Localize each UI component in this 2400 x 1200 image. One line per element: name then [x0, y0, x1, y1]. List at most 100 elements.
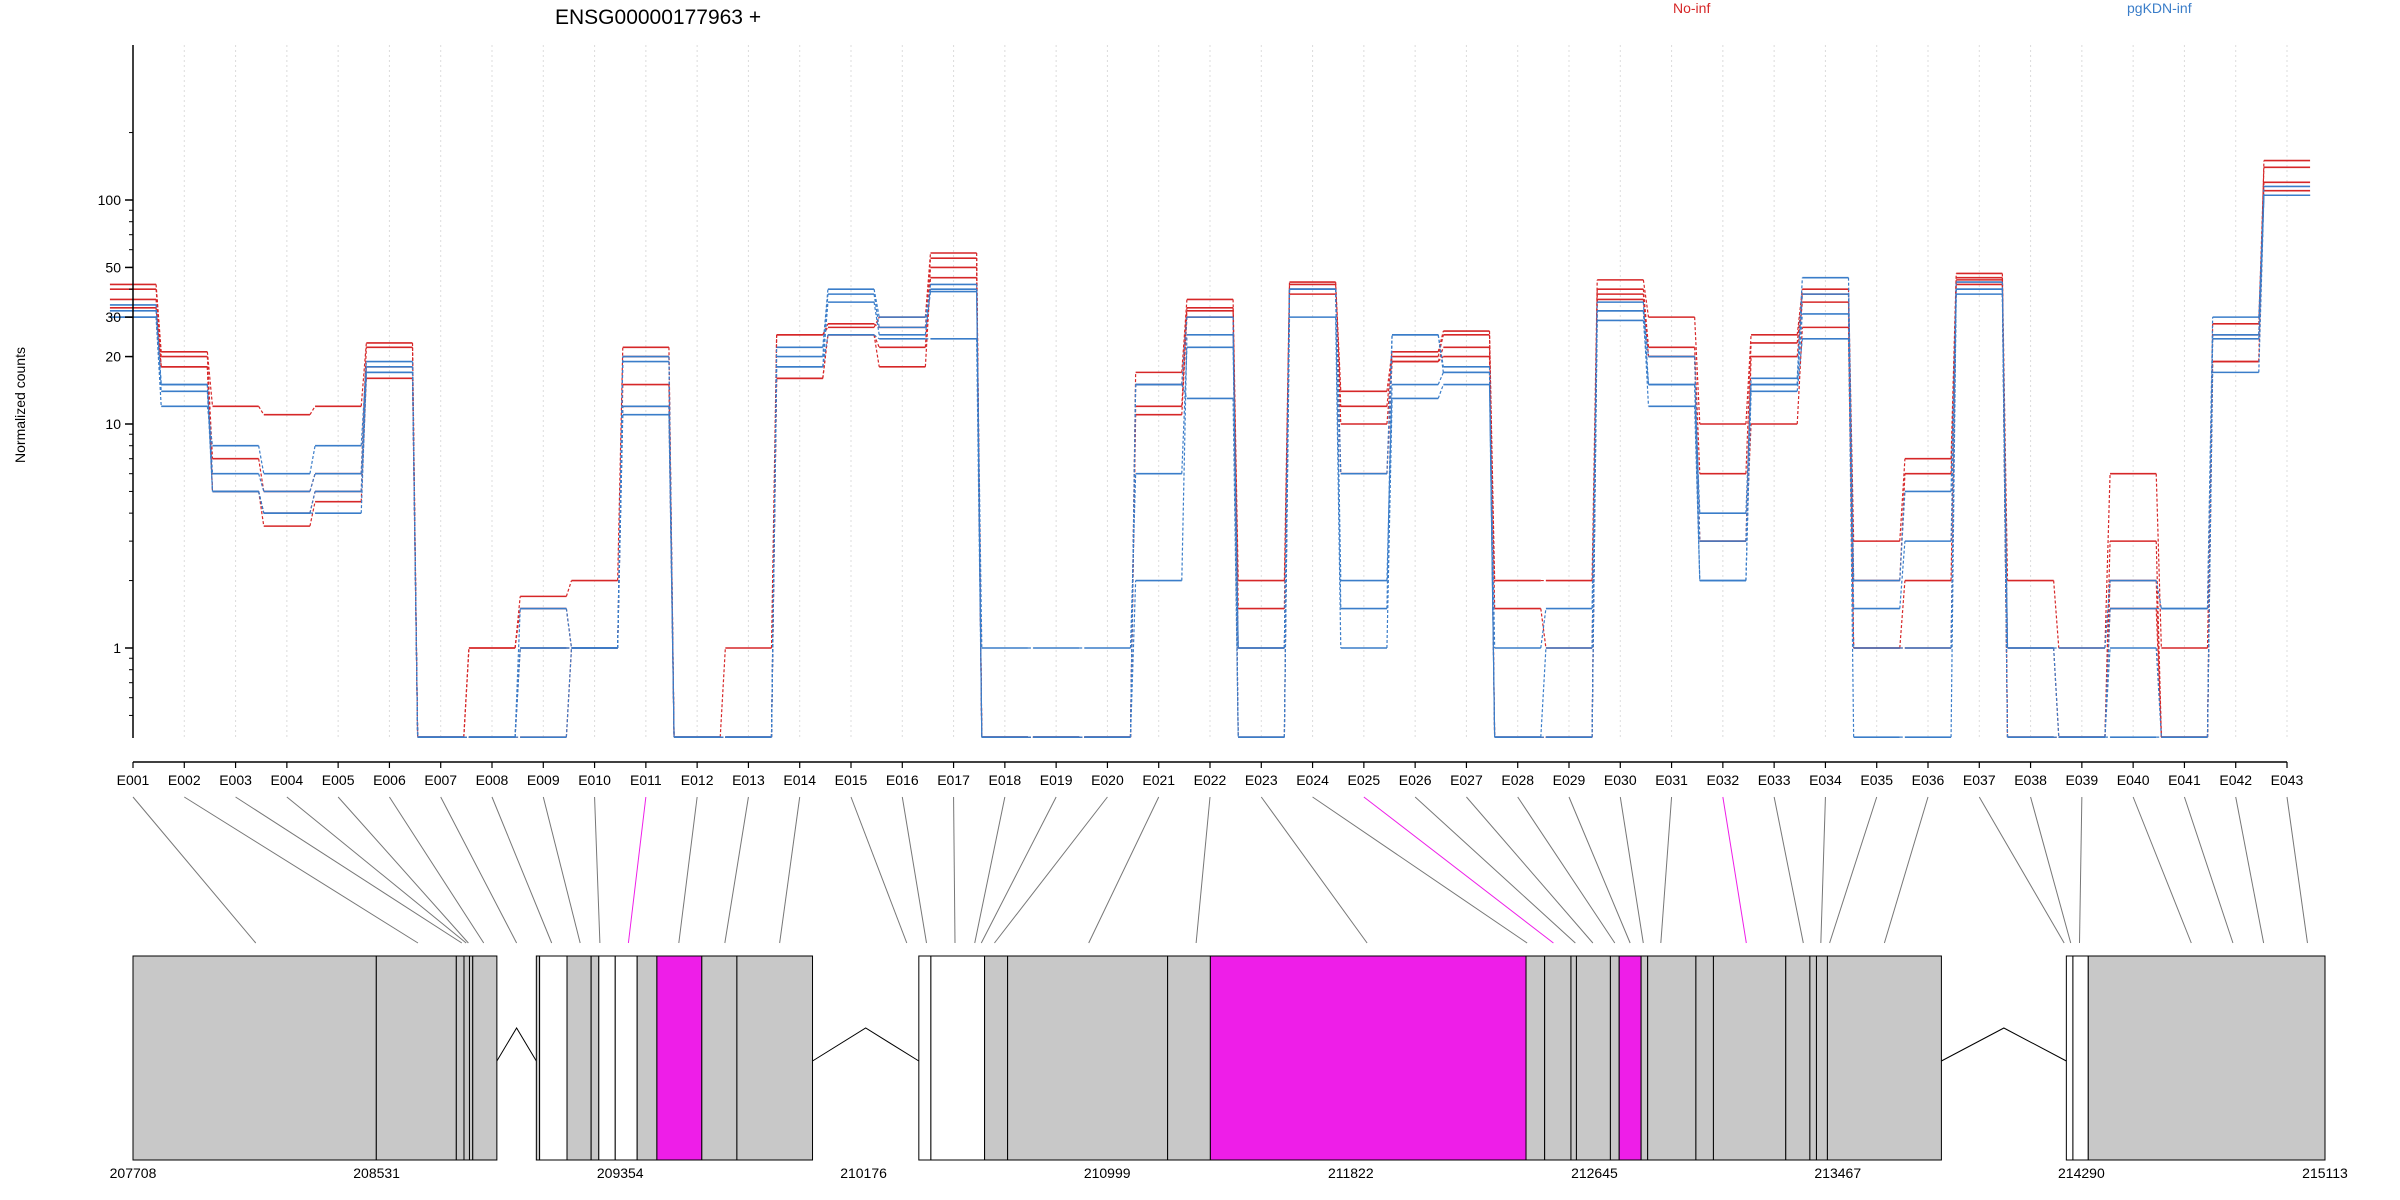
x-tick-label-E020: E020: [1091, 772, 1124, 788]
series-connector: [464, 648, 469, 737]
connector-E040: [2133, 797, 2191, 943]
exon-block: [2066, 956, 2073, 1160]
connector-E036: [1884, 797, 1928, 943]
series-connector: [566, 609, 571, 648]
connector-E037: [1979, 797, 2064, 943]
x-tick-label-E007: E007: [424, 772, 457, 788]
y-tick-label-30: 30: [105, 309, 121, 325]
x-tick-label-E005: E005: [322, 772, 355, 788]
x-tick-label-E022: E022: [1194, 772, 1227, 788]
exon-block: [133, 956, 376, 1160]
x-tick-label-E025: E025: [1348, 772, 1381, 788]
series-connector: [874, 302, 879, 335]
x-tick-label-E035: E035: [1860, 772, 1893, 788]
exon-block: [591, 956, 599, 1160]
connector-E001: [133, 797, 256, 943]
y-tick-label-100: 100: [98, 192, 122, 208]
series-connector: [2105, 581, 2110, 738]
series-connector: [2002, 289, 2007, 737]
coordinate-label: 213467: [1814, 1165, 1861, 1181]
connector-E041: [2184, 797, 2233, 943]
connector-E039: [2079, 797, 2081, 943]
connector-E030: [1620, 797, 1643, 943]
plot-axes: 110203050100E001 E002 E003 E004 E005 E006 E007…: [98, 45, 2304, 788]
exon-block: [657, 956, 702, 1160]
chart-title: ENSG00000177963 +: [555, 6, 761, 29]
exon-block: [637, 956, 657, 1160]
exon-block: [931, 956, 985, 1160]
series-connector: [2054, 581, 2059, 648]
connector-E028: [1518, 797, 1615, 943]
connector-E016: [902, 797, 926, 943]
connector-E014: [780, 797, 800, 943]
series-connector: [566, 648, 571, 737]
x-tick-label-E002: E002: [168, 772, 201, 788]
connector-E012: [679, 797, 697, 943]
coordinate-label: 215113: [2302, 1165, 2348, 1181]
series-connector: [925, 292, 930, 335]
connector-E017: [954, 797, 955, 943]
exon-block: [1786, 956, 1810, 1160]
x-tick-label-E041: E041: [2168, 772, 2201, 788]
x-tick-label-E001: E001: [117, 772, 150, 788]
x-tick-label-E026: E026: [1399, 772, 1432, 788]
exon-block: [1648, 956, 1696, 1160]
series-connector: [874, 289, 879, 317]
x-tick-label-E027: E027: [1450, 772, 1483, 788]
exon-block: [737, 956, 813, 1160]
x-tick-label-E036: E036: [1912, 772, 1945, 788]
series-connector: [772, 367, 777, 737]
exon-block: [1576, 956, 1610, 1160]
connector-E009: [543, 797, 580, 943]
exon-block: [1168, 956, 1211, 1160]
x-tick-label-E008: E008: [476, 772, 509, 788]
connector-E035: [1830, 797, 1877, 943]
exon-block: [376, 956, 456, 1160]
x-tick-label-E037: E037: [1963, 772, 1996, 788]
x-tick-label-E023: E023: [1245, 772, 1278, 788]
series-connector: [823, 289, 828, 347]
grid-lines: [133, 45, 2287, 738]
x-tick-label-E006: E006: [373, 772, 406, 788]
exon-block: [1008, 956, 1168, 1160]
x-tick-label-E024: E024: [1296, 772, 1329, 788]
exon-block: [1827, 956, 1941, 1160]
series-connector: [1131, 581, 1136, 738]
connector-E031: [1661, 797, 1672, 943]
series-connector: [259, 446, 264, 474]
x-tick-label-E033: E033: [1758, 772, 1791, 788]
x-tick-label-E018: E018: [989, 772, 1022, 788]
legend-label-no-inf: No-inf: [1673, 0, 1710, 16]
x-tick-label-E030: E030: [1604, 772, 1637, 788]
x-tick-label-E034: E034: [1809, 772, 1842, 788]
connector-E032: [1723, 797, 1746, 943]
exon-block: [1641, 956, 1648, 1160]
intron-line: [813, 1028, 919, 1061]
coordinate-label: 209354: [597, 1165, 644, 1181]
connector-E019: [981, 797, 1056, 943]
x-tick-label-E013: E013: [732, 772, 765, 788]
connector-E042: [2236, 797, 2264, 943]
x-tick-label-E038: E038: [2014, 772, 2047, 788]
connector-E003: [236, 797, 462, 943]
series-connector: [2208, 372, 2213, 737]
connector-E021: [1089, 797, 1159, 943]
series-connector: [310, 491, 315, 513]
x-tick-label-E021: E021: [1142, 772, 1175, 788]
connector-E010: [595, 797, 600, 943]
x-tick-label-E003: E003: [219, 772, 252, 788]
exon-block: [919, 956, 931, 1160]
exon-block: [1713, 956, 1785, 1160]
connector-E007: [441, 797, 517, 943]
exon-block: [567, 956, 591, 1160]
exon-block: [1210, 956, 1526, 1160]
series-connector: [1438, 385, 1443, 399]
x-tick-label-E028: E028: [1501, 772, 1534, 788]
connector-E002: [184, 797, 418, 943]
connector-E038: [2031, 797, 2071, 943]
x-tick-label-E014: E014: [783, 772, 816, 788]
coordinate-label: 211822: [1328, 1165, 1374, 1181]
connector-E022: [1196, 797, 1210, 943]
exon-block: [985, 956, 1008, 1160]
